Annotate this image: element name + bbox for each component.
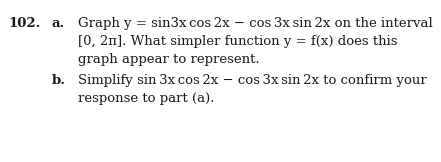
Text: Graph y = sin3x cos 2x − cos 3x sin 2x on the interval: Graph y = sin3x cos 2x − cos 3x sin 2x o… bbox=[78, 17, 433, 30]
Text: [0, 2π]. What simpler function y = f(x) does this: [0, 2π]. What simpler function y = f(x) … bbox=[78, 35, 397, 48]
Text: b.: b. bbox=[52, 74, 66, 87]
Text: a.: a. bbox=[52, 17, 65, 30]
Text: graph appear to represent.: graph appear to represent. bbox=[78, 53, 260, 66]
Text: Simplify sin 3x cos 2x − cos 3x sin 2x to confirm your: Simplify sin 3x cos 2x − cos 3x sin 2x t… bbox=[78, 74, 427, 87]
Text: response to part (a).: response to part (a). bbox=[78, 92, 214, 105]
Text: 102.: 102. bbox=[8, 17, 41, 30]
